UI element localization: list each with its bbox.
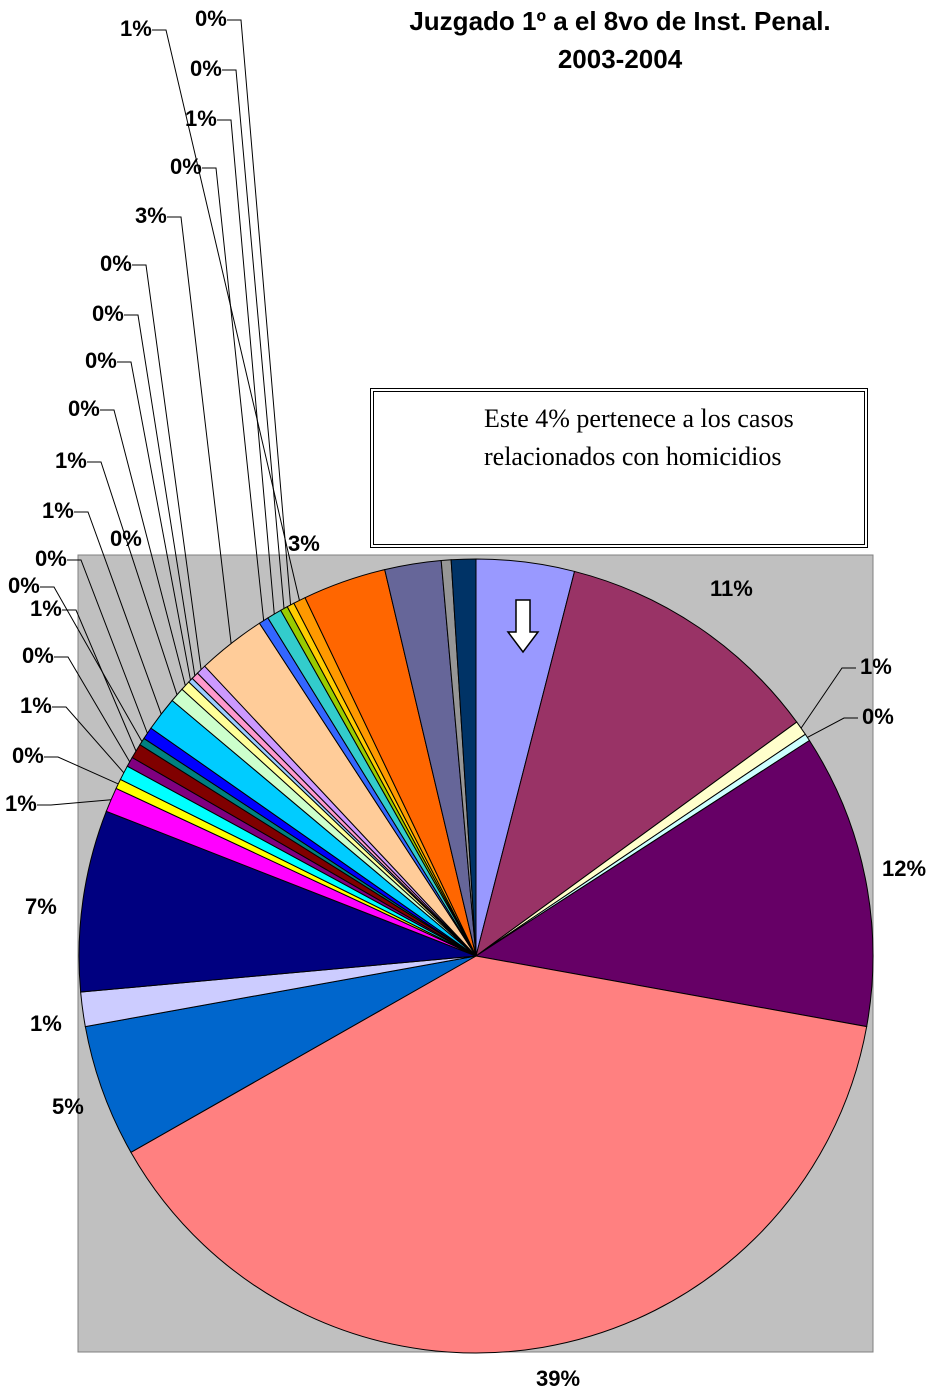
leader-line bbox=[800, 667, 856, 729]
pie-slice bbox=[84, 955, 477, 1154]
leader-line bbox=[40, 586, 143, 742]
annotation-box bbox=[370, 388, 868, 548]
data-label: 5% bbox=[52, 1094, 84, 1119]
data-label: 0% bbox=[68, 396, 100, 421]
leader-line bbox=[52, 706, 125, 774]
data-label: 7% bbox=[25, 894, 57, 919]
data-label: 0% bbox=[35, 546, 67, 571]
data-label: 0% bbox=[100, 251, 132, 276]
data-label: 3% bbox=[288, 531, 320, 556]
pie-slice bbox=[474, 739, 874, 1028]
data-label: 1% bbox=[42, 498, 74, 523]
data-label: 0% bbox=[12, 743, 44, 768]
pie-slice bbox=[450, 558, 477, 957]
data-label: 1% bbox=[55, 448, 87, 473]
annotation: Este 4% pertenece a los casos relacionad… bbox=[484, 404, 794, 471]
leader-line bbox=[37, 799, 112, 806]
pie-slice bbox=[130, 955, 868, 1354]
leader-line bbox=[67, 559, 148, 734]
leader-line bbox=[87, 461, 178, 695]
pie-slice bbox=[475, 570, 798, 958]
data-label: 0% bbox=[8, 573, 40, 598]
leader-line bbox=[100, 409, 186, 686]
data-label: 1% bbox=[120, 16, 152, 41]
data-label: 0% bbox=[862, 704, 894, 729]
data-label: 1% bbox=[30, 1011, 62, 1036]
leader-line bbox=[202, 167, 265, 621]
leader-line bbox=[74, 511, 162, 715]
leader-line bbox=[217, 119, 275, 615]
data-label: 1% bbox=[5, 791, 37, 816]
data-label: 0% bbox=[190, 56, 222, 81]
leader-line bbox=[54, 656, 131, 763]
data-label: 0% bbox=[195, 6, 227, 31]
leader-line bbox=[222, 69, 285, 609]
leader-line bbox=[132, 264, 202, 670]
chart-title: Juzgado 1º a el 8vo de Inst. Penal. 2003… bbox=[409, 6, 831, 74]
data-label: 0% bbox=[92, 301, 124, 326]
leader-line bbox=[152, 29, 300, 601]
data-label: 0% bbox=[110, 526, 142, 551]
data-label: 39% bbox=[536, 1366, 580, 1391]
data-label: 1% bbox=[185, 106, 217, 131]
data-label: 0% bbox=[170, 154, 202, 179]
leader-line bbox=[117, 361, 191, 681]
leader-line bbox=[167, 216, 232, 644]
data-label: 1% bbox=[20, 693, 52, 718]
data-label: 0% bbox=[85, 348, 117, 373]
leader-line bbox=[44, 756, 119, 785]
leader-line bbox=[124, 314, 196, 676]
data-label: 3% bbox=[135, 203, 167, 228]
data-label: 12% bbox=[882, 856, 926, 881]
data-label: 1% bbox=[860, 654, 892, 679]
leader-line bbox=[227, 19, 292, 606]
data-label: 0% bbox=[22, 643, 54, 668]
pie-slice bbox=[78, 810, 477, 993]
leader-line bbox=[807, 717, 858, 738]
data-label: 11% bbox=[710, 576, 753, 601]
data-label: 1% bbox=[30, 596, 62, 621]
